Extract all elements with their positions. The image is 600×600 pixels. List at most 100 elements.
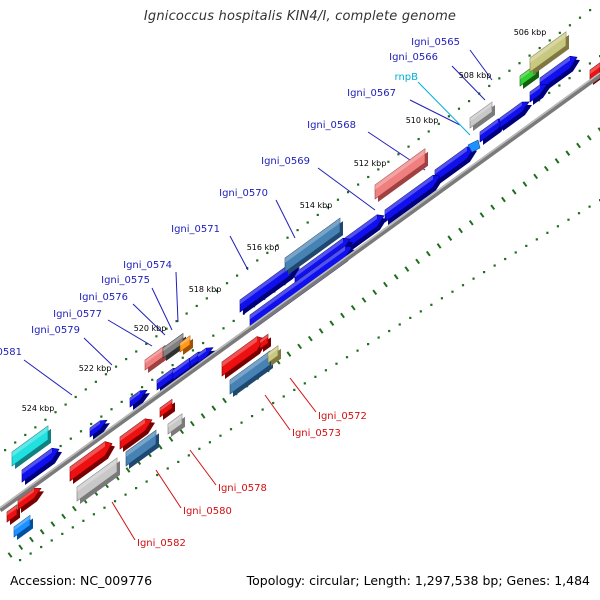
- scale-label: 508 kbp: [459, 71, 492, 80]
- leader-line: [229, 235, 249, 271]
- forward-ring-tick: [222, 327, 225, 330]
- reverse-ring-tick: [166, 467, 169, 470]
- inner-ring-tick: [318, 328, 324, 334]
- forward-gene-label: Igni_0567: [347, 88, 396, 99]
- scale-label: 514 kbp: [300, 201, 333, 210]
- reverse-gene-label: Igni_0572: [318, 411, 367, 422]
- reverse-ring-tick: [272, 401, 275, 405]
- outer-tick-dot: [578, 16, 582, 19]
- forward-ring-tick: [548, 91, 551, 94]
- scale-label: 522 kbp: [79, 364, 112, 373]
- scale-label: 518 kbp: [189, 285, 222, 294]
- forward-ring-tick: [588, 62, 592, 65]
- reverse-ring-tick: [430, 303, 433, 306]
- inner-ring-tick: [479, 212, 485, 218]
- reverse-ring-tick: [177, 460, 180, 464]
- scale-label: 520 kbp: [134, 324, 167, 333]
- accession-label: Accession: NC_009776: [10, 573, 153, 588]
- reverse-ring-tick: [472, 277, 475, 280]
- forward-ring-tick: [140, 386, 144, 389]
- gene-block-reverse: [168, 413, 182, 428]
- outer-tick-dot: [4, 449, 7, 452]
- inner-ring-tick: [18, 544, 24, 551]
- reverse-ring-tick: [50, 539, 53, 542]
- outer-tick-dot: [215, 289, 219, 292]
- gene-block-forward: [180, 335, 190, 347]
- reverse-ring-tick: [19, 559, 22, 562]
- gene-block-forward: [480, 118, 498, 136]
- gene-block-forward: [284, 217, 341, 273]
- scale-label: 506 kbp: [514, 28, 547, 37]
- gene-block-reverse: [260, 334, 268, 344]
- reverse-ring-tick: [219, 434, 222, 437]
- forward-ring-tick: [181, 356, 184, 359]
- outer-tick-dot: [518, 62, 521, 65]
- gene-features: [6, 31, 600, 540]
- gene-block-forward: [163, 333, 183, 352]
- gene-block-reverse: [119, 418, 153, 450]
- inner-ring-tick: [565, 150, 571, 156]
- gene-block-reverse: [18, 488, 34, 504]
- reverse-ring-tick: [451, 290, 454, 293]
- gene-block-forward: [374, 148, 426, 200]
- inner-ring-tick: [125, 467, 131, 473]
- outer-tick-dot: [94, 380, 97, 383]
- outer-tick-dot: [205, 297, 208, 300]
- reverse-ring-tick: [229, 428, 233, 431]
- leader-line: [23, 359, 73, 396]
- rna-block: [467, 139, 481, 153]
- reverse-ring-tick: [377, 336, 380, 339]
- inner-ring-tick: [7, 552, 13, 558]
- reverse-ring-tick: [525, 244, 528, 248]
- forward-ring-tick: [100, 415, 103, 418]
- outer-tick-dot: [407, 145, 410, 148]
- gene-block-reverse: [6, 504, 18, 523]
- leader-line: [189, 449, 217, 486]
- outer-tick-dot: [447, 115, 450, 118]
- gene-block-forward: [197, 347, 214, 364]
- inner-ring-tick: [61, 513, 67, 520]
- outer-tick-dot: [225, 282, 229, 285]
- outer-tick-dot: [44, 418, 47, 421]
- forward-gene-label: Igni_0566: [389, 52, 438, 63]
- gene-block-forward: [434, 146, 475, 183]
- reverse-ring-tick: [388, 329, 391, 333]
- forward-gene-label: Igni_0570: [219, 188, 268, 199]
- rna-label: rnpB: [395, 72, 419, 83]
- gene-block-forward: [529, 84, 548, 103]
- outer-tick-dot: [427, 130, 430, 133]
- gene-block-reverse: [21, 491, 44, 513]
- reverse-ring-tick: [156, 473, 159, 477]
- gene-block-reverse: [77, 458, 117, 492]
- gene-block-forward: [295, 238, 343, 278]
- gene-block-reverse: [590, 62, 600, 75]
- forward-gene-label: Igni_0571: [171, 224, 220, 235]
- outer-tick-dot: [357, 183, 360, 186]
- gene-block-forward: [530, 84, 540, 96]
- reverse-ring-tick: [546, 231, 549, 234]
- gene-block-forward: [157, 368, 173, 384]
- gene-block-reverse: [222, 336, 257, 367]
- reverse-ring-tick: [367, 343, 370, 346]
- outer-tick-dot: [548, 39, 551, 42]
- gene-block-reverse: [159, 398, 173, 418]
- gene-block-reverse: [70, 441, 105, 472]
- inner-ring-tick: [39, 529, 45, 535]
- inner-ring-tick: [350, 304, 356, 311]
- forward-ring-tick: [161, 371, 164, 374]
- reverse-ring-tick: [335, 362, 338, 365]
- inner-ring-tick: [168, 436, 174, 442]
- outer-tick-dot: [417, 137, 420, 141]
- inner-ring-tick: [447, 235, 453, 241]
- reverse-gene-label: Igni_0573: [292, 428, 341, 439]
- reverse-ring-tick: [483, 271, 486, 274]
- scale-label: 524 kbp: [22, 404, 55, 413]
- outer-tick-dot: [64, 403, 67, 406]
- feature-labels: 506 kbp 508 kbp 510 kbp 512 kbp 514 kbp 516 k…: [0, 28, 546, 549]
- inner-ring-tick: [71, 505, 77, 512]
- inner-ring-tick: [372, 289, 378, 296]
- reverse-ring-tick: [135, 487, 138, 490]
- reverse-ring-tick: [282, 395, 285, 398]
- outer-tick-dot: [346, 191, 350, 194]
